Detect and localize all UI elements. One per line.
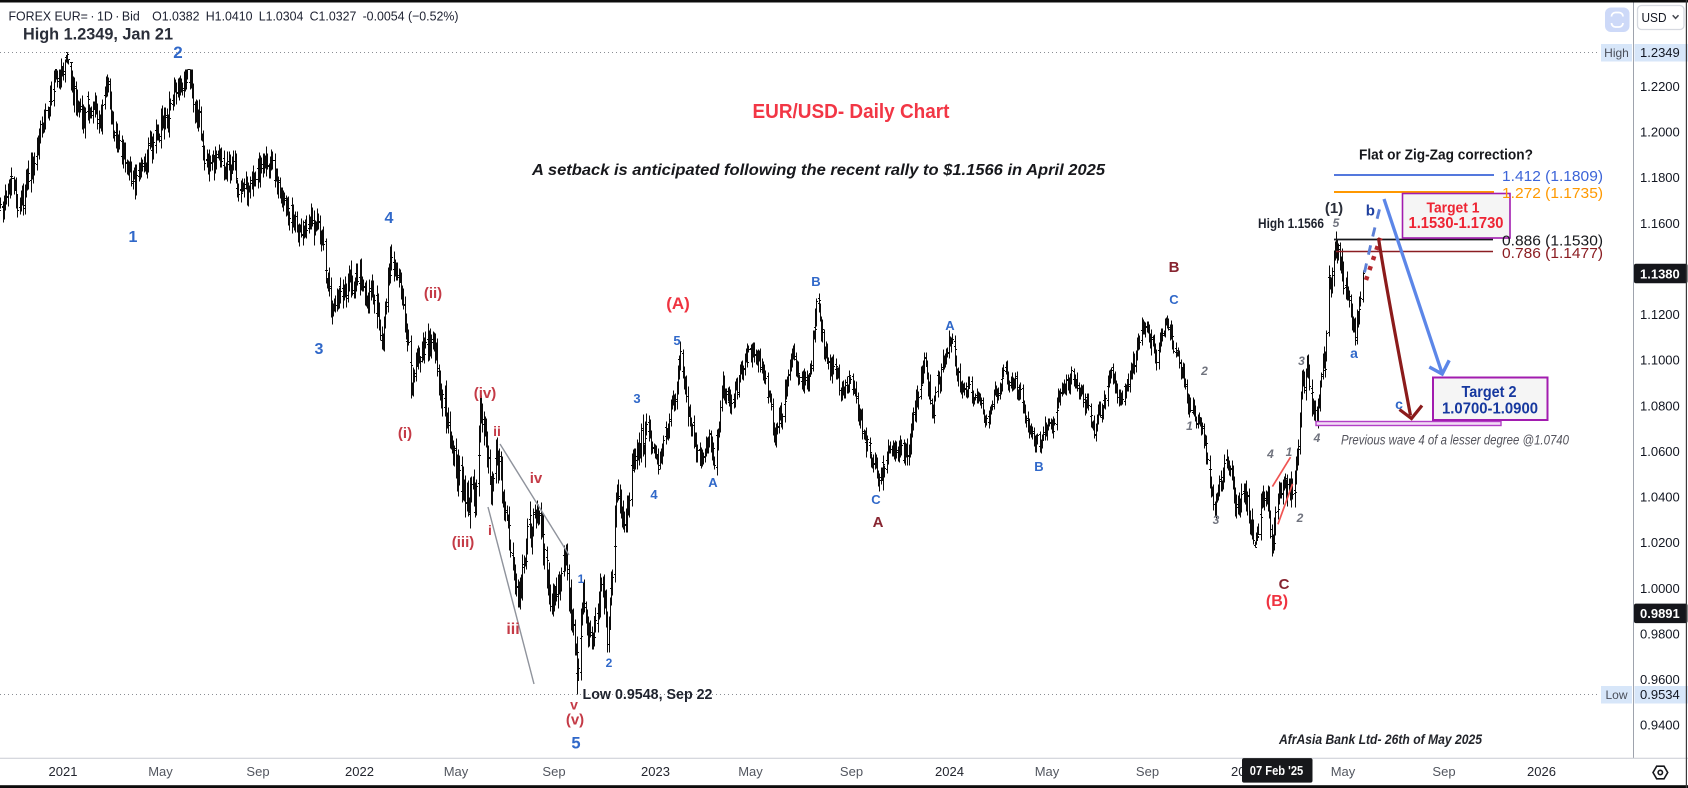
svg-text:(i): (i) [398,425,412,442]
svg-text:High 1.2349, Jan 21: High 1.2349, Jan 21 [23,26,173,44]
svg-text:Low 0.9548, Sep 22: Low 0.9548, Sep 22 [583,687,713,703]
svg-text:Previous wave 4 of a lesser de: Previous wave 4 of a lesser degree @1.07… [1341,433,1569,448]
svg-text:2024: 2024 [935,764,964,779]
svg-text:iv: iv [530,470,543,487]
svg-text:2023: 2023 [641,764,670,779]
svg-text:2021: 2021 [49,764,78,779]
svg-text:B: B [811,274,820,289]
svg-text:i: i [488,522,492,538]
svg-text:Sep: Sep [246,764,269,779]
svg-text:ii: ii [493,423,501,439]
svg-text:2: 2 [606,656,613,670]
svg-text:2: 2 [1200,364,1208,378]
svg-text:May: May [1331,764,1356,779]
svg-text:1.0200: 1.0200 [1640,535,1680,550]
svg-text:(iii): (iii) [452,534,475,551]
svg-text:May: May [1035,764,1060,779]
svg-text:0.786 (1.1477): 0.786 (1.1477) [1502,245,1603,262]
svg-text:0.9600: 0.9600 [1640,672,1680,687]
svg-text:A setback is anticipated follo: A setback is anticipated following the r… [531,162,1106,179]
svg-text:v: v [570,697,578,713]
svg-text:A: A [945,318,955,333]
svg-text:AfrAsia Bank Ltd- 26th of May: AfrAsia Bank Ltd- 26th of May 2025 [1278,731,1482,747]
svg-text:1.1380: 1.1380 [1640,266,1680,281]
svg-text:(A): (A) [666,294,690,313]
svg-text:07 Feb '25: 07 Feb '25 [1250,763,1304,778]
svg-text:Flat or Zig-Zag correction?: Flat or Zig-Zag correction? [1359,148,1533,164]
svg-text:0.9534: 0.9534 [1640,687,1680,702]
svg-text:B: B [1034,459,1043,474]
svg-text:1: 1 [1286,445,1293,459]
svg-text:EUR/USD- Daily Chart: EUR/USD- Daily Chart [753,101,950,123]
svg-text:1: 1 [578,572,585,586]
svg-text:1.272 (1.1735): 1.272 (1.1735) [1502,185,1603,202]
svg-text:1.1600: 1.1600 [1640,216,1680,231]
svg-text:1.1530-1.1730: 1.1530-1.1730 [1409,215,1504,232]
svg-text:1: 1 [129,229,138,246]
svg-text:3: 3 [1298,354,1305,368]
svg-text:4: 4 [650,487,658,502]
svg-text:(iv): (iv) [474,385,497,402]
svg-text:FOREX EUR= · 1D · Bid O1.0382: FOREX EUR= · 1D · Bid O1.0382 H1.0410 L1… [9,9,459,24]
svg-text:Target 1: Target 1 [1427,200,1480,217]
svg-text:0.9800: 0.9800 [1640,626,1680,641]
svg-text:1.0400: 1.0400 [1640,490,1680,505]
svg-text:4: 4 [1266,447,1274,461]
svg-text:0.9891: 0.9891 [1640,606,1680,621]
svg-text:A: A [708,475,718,490]
svg-text:3: 3 [315,341,324,358]
svg-text:C: C [1279,576,1290,593]
svg-text:(1): (1) [1325,200,1343,217]
svg-text:2: 2 [1296,511,1304,525]
svg-text:Sep: Sep [1432,764,1455,779]
svg-text:1.1000: 1.1000 [1640,353,1680,368]
svg-text:C: C [1169,292,1179,307]
svg-text:High 1.1566: High 1.1566 [1258,215,1324,231]
svg-text:Sep: Sep [840,764,863,779]
svg-text:b: b [1366,202,1375,219]
svg-text:5: 5 [673,333,680,348]
svg-text:(B): (B) [1266,593,1288,610]
svg-text:3: 3 [1213,513,1220,527]
svg-text:2026: 2026 [1527,764,1556,779]
svg-text:Target 2: Target 2 [1462,384,1517,401]
svg-text:May: May [148,764,173,779]
svg-text:0.9400: 0.9400 [1640,718,1680,733]
svg-text:(v): (v) [566,712,584,729]
svg-text:(ii): (ii) [424,285,442,302]
svg-text:High: High [1604,46,1629,60]
svg-text:B: B [1169,259,1180,276]
svg-text:May: May [444,764,469,779]
svg-text:1.2349: 1.2349 [1640,45,1680,60]
svg-text:4: 4 [1313,431,1321,445]
svg-text:1.0800: 1.0800 [1640,398,1680,413]
svg-text:iii: iii [506,621,519,638]
svg-text:1.0000: 1.0000 [1640,581,1680,596]
svg-text:1.1200: 1.1200 [1640,307,1680,322]
svg-text:5: 5 [1333,216,1340,230]
svg-text:5: 5 [571,735,580,753]
svg-text:4: 4 [385,210,394,227]
svg-text:1.2000: 1.2000 [1640,125,1680,140]
svg-text:1.412 (1.1809): 1.412 (1.1809) [1502,168,1603,185]
svg-text:0.886 (1.1530): 0.886 (1.1530) [1502,233,1603,250]
svg-text:May: May [738,764,763,779]
svg-text:Sep: Sep [542,764,565,779]
svg-text:C: C [871,492,881,507]
svg-text:1.1800: 1.1800 [1640,170,1680,185]
svg-text:Low: Low [1605,688,1627,702]
svg-text:1: 1 [1186,419,1193,433]
svg-text:3: 3 [633,391,640,406]
svg-text:1.0600: 1.0600 [1640,444,1680,459]
svg-text:USD: USD [1642,10,1667,25]
svg-text:Sep: Sep [1136,764,1159,779]
svg-text:c: c [1395,396,1403,412]
svg-text:2022: 2022 [345,764,374,779]
svg-text:a: a [1350,345,1358,361]
svg-text:1.2200: 1.2200 [1640,79,1680,94]
svg-text:2: 2 [173,43,182,62]
svg-text:1.0700-1.0900: 1.0700-1.0900 [1442,401,1538,418]
svg-text:A: A [873,514,884,531]
